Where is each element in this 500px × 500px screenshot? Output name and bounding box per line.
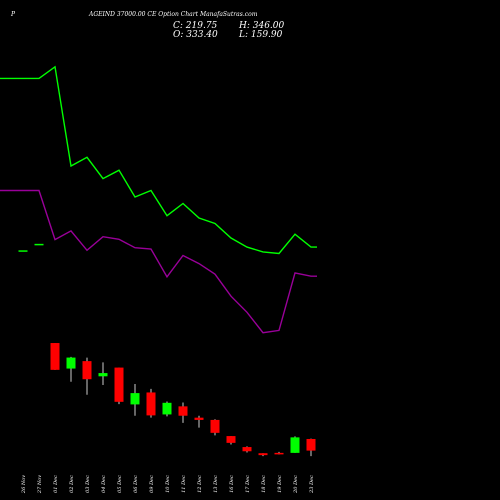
x-tick-label: 12 Dec bbox=[197, 475, 203, 493]
candle-18-dec bbox=[258, 453, 268, 457]
candle-body bbox=[50, 343, 60, 370]
candle-body bbox=[130, 393, 140, 405]
high-label: H: 346.00 bbox=[238, 21, 285, 31]
candle-body bbox=[290, 437, 300, 453]
candle-03-dec bbox=[82, 357, 92, 395]
candle-10-dec bbox=[162, 401, 172, 417]
candle-16-dec bbox=[226, 436, 236, 445]
candle-body bbox=[194, 417, 204, 420]
candle-body bbox=[210, 419, 220, 433]
candle-body bbox=[34, 243, 44, 246]
low-label: L: 159.90 bbox=[238, 30, 283, 40]
candle-17-dec bbox=[242, 446, 252, 453]
x-tick-label: 01 Dec bbox=[53, 475, 59, 493]
x-axis-ticks: 26 Nov 27 Nov 01 Dec 02 Dec 03 Dec 04 Dec 05 D… bbox=[21, 475, 315, 494]
candle-body bbox=[114, 367, 124, 402]
close-label: C: 219.75 bbox=[173, 21, 218, 31]
candle-04-dec bbox=[98, 362, 108, 386]
candle-19-dec bbox=[274, 451, 284, 455]
candle-body bbox=[226, 436, 236, 443]
candle-06-dec bbox=[130, 384, 140, 416]
x-tick-label: 27 Nov bbox=[37, 475, 43, 494]
x-tick-label: 04 Dec bbox=[101, 475, 107, 493]
open-label: O: 333.40 bbox=[173, 30, 218, 40]
symbol-initial: P bbox=[10, 11, 16, 18]
x-tick-label: 11 Dec bbox=[181, 475, 187, 493]
candle-20-dec bbox=[290, 436, 300, 453]
candles-group bbox=[18, 243, 316, 457]
x-tick-label: 02 Dec bbox=[69, 475, 75, 493]
x-tick-label: 19 Dec bbox=[277, 475, 283, 493]
candle-13-dec bbox=[210, 419, 220, 436]
x-tick-label: 16 Dec bbox=[229, 475, 235, 493]
candle-02-dec bbox=[66, 356, 76, 382]
candle-body bbox=[66, 357, 76, 369]
candle-body bbox=[98, 373, 108, 377]
candle-27-nov bbox=[34, 243, 44, 246]
candle-01-dec bbox=[50, 343, 60, 370]
candle-body bbox=[18, 250, 28, 252]
lower-band-line bbox=[0, 189, 317, 334]
candle-body bbox=[82, 361, 92, 380]
candle-12-dec bbox=[194, 415, 204, 428]
candle-body bbox=[306, 438, 316, 451]
candle-05-dec bbox=[114, 367, 124, 405]
x-tick-label: 03 Dec bbox=[85, 475, 91, 493]
candle-body bbox=[274, 452, 284, 455]
candle-body bbox=[146, 392, 156, 416]
candle-23-dec bbox=[306, 438, 316, 457]
x-tick-label: 09 Dec bbox=[149, 475, 155, 493]
candle-26-nov bbox=[18, 250, 28, 252]
x-tick-label: 17 Dec bbox=[245, 475, 251, 493]
candle-body bbox=[162, 402, 172, 415]
upper-band-line bbox=[0, 65, 317, 255]
chart-title: AGEIND 37000.00 CE Option Chart ManafaSu… bbox=[88, 11, 258, 18]
candle-body bbox=[258, 453, 268, 456]
candle-09-dec bbox=[146, 388, 156, 418]
x-tick-label: 13 Dec bbox=[213, 475, 219, 493]
x-tick-label: 05 Dec bbox=[117, 475, 123, 493]
x-tick-label: 26 Nov bbox=[21, 475, 27, 494]
candle-11-dec bbox=[178, 402, 188, 423]
candle-body bbox=[178, 406, 188, 416]
x-tick-label: 10 Dec bbox=[165, 475, 171, 493]
candle-body bbox=[242, 447, 252, 452]
x-tick-label: 23 Dec bbox=[309, 475, 315, 494]
band-lines bbox=[0, 65, 317, 334]
x-tick-label: 06 Dec bbox=[133, 475, 139, 493]
x-tick-label: 20 Dec bbox=[293, 475, 299, 494]
x-tick-label: 18 Dec bbox=[261, 475, 267, 493]
